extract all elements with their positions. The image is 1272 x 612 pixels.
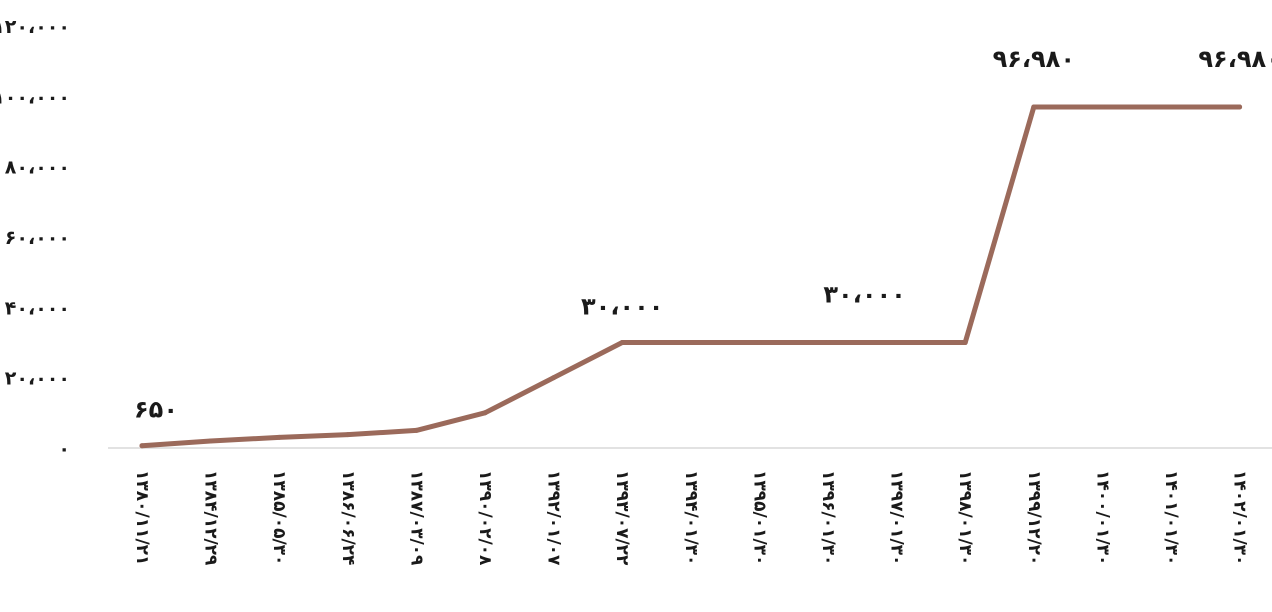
y-tick-label: ۶۰،۰۰۰	[5, 227, 70, 249]
x-tick-label: ۱۳۸۶/۰۶/۲۴	[338, 470, 358, 565]
data-point	[756, 340, 762, 345]
data-point	[413, 427, 419, 433]
x-tick-label: ۱۳۹۵/۰۱/۳۰	[749, 470, 769, 565]
y-axis-tick-labels: ۰ ۲۰،۰۰۰ ۴۰،۰۰۰ ۶۰،۰۰۰ ۸۰،۰۰۰ ۱۰۰،۰۰۰ ۱۲۰،۰۰۰	[0, 16, 70, 460]
x-tick-label: ۱۳۹۳/۰۷/۲۲	[612, 470, 632, 566]
data-point	[208, 438, 214, 444]
data-point	[345, 432, 351, 438]
data-point	[276, 434, 282, 440]
data-point	[825, 340, 831, 345]
x-tick-label: ۱۳۹۷/۰۱/۳۰	[887, 470, 907, 565]
data-point	[1099, 104, 1105, 110]
data-label: ۳۰،۰۰۰	[581, 293, 663, 321]
data-point	[962, 340, 968, 345]
x-tick-label: ۱۳۸۵/۰۵/۳۰	[269, 470, 289, 565]
data-label: ۹۶،۹۸۰	[993, 45, 1075, 73]
x-tick-label: ۱۴۰۲/۰۱/۳۰	[1230, 470, 1250, 565]
x-tick-label: ۱۳۸۷/۰۳/۰۹	[406, 470, 426, 566]
x-tick-label: ۱۳۸۰/۱۱/۲۱	[132, 470, 152, 565]
series-layer	[139, 104, 1243, 449]
x-tick-label: ۱۳۹۶/۰۱/۳۰	[818, 470, 838, 565]
data-point	[551, 375, 557, 381]
data-point	[1237, 104, 1243, 110]
x-axis-tick-labels: ۱۳۸۰/۱۱/۲۱ ۱۳۸۴/۱۲/۲۹ ۱۳۸۵/۰۵/۳۰ ۱۳۸۶/۰۶/۲۴…	[132, 470, 1250, 566]
data-point	[482, 410, 488, 416]
data-point	[1031, 104, 1037, 110]
y-tick-label: ۰	[58, 438, 70, 460]
series-line	[139, 104, 1243, 449]
x-tick-label: ۱۳۹۹/۱۲/۲۰	[1024, 470, 1044, 565]
data-point	[619, 340, 625, 345]
x-tick-label: ۱۳۹۲/۰۱/۰۷	[544, 470, 564, 566]
x-tick-label: ۱۳۹۴/۰۱/۳۰	[681, 470, 701, 565]
data-point	[139, 443, 145, 449]
y-tick-label: ۸۰،۰۰۰	[5, 157, 70, 179]
y-tick-label: ۱۲۰،۰۰۰	[0, 16, 70, 38]
y-tick-label: ۲۰،۰۰۰	[5, 368, 70, 390]
y-tick-label: ۴۰،۰۰۰	[5, 297, 70, 319]
x-tick-label: ۱۳۹۸/۰۱/۳۰	[955, 470, 975, 565]
x-tick-label: ۱۳۸۴/۱۲/۲۹	[201, 470, 221, 566]
data-labels: ۶۵۰ ۳۰،۰۰۰ ۳۰،۰۰۰ ۹۶،۹۸۰ ۹۶،۹۸۰	[134, 45, 1272, 424]
x-tick-label: ۱۴۰۱/۰۱/۳۰	[1161, 470, 1181, 565]
data-point	[894, 340, 900, 345]
data-point	[688, 340, 694, 345]
data-label: ۳۰،۰۰۰	[823, 281, 905, 309]
y-tick-label: ۱۰۰،۰۰۰	[0, 86, 70, 108]
data-label: ۶۵۰	[134, 396, 178, 424]
data-point	[1168, 104, 1174, 110]
x-tick-label: ۱۳۹۰/۰۲/۰۸	[475, 470, 495, 566]
x-tick-label: ۱۴۰۰/۰۱/۳۰	[1092, 470, 1112, 565]
data-label: ۹۶،۹۸۰	[1198, 45, 1272, 73]
